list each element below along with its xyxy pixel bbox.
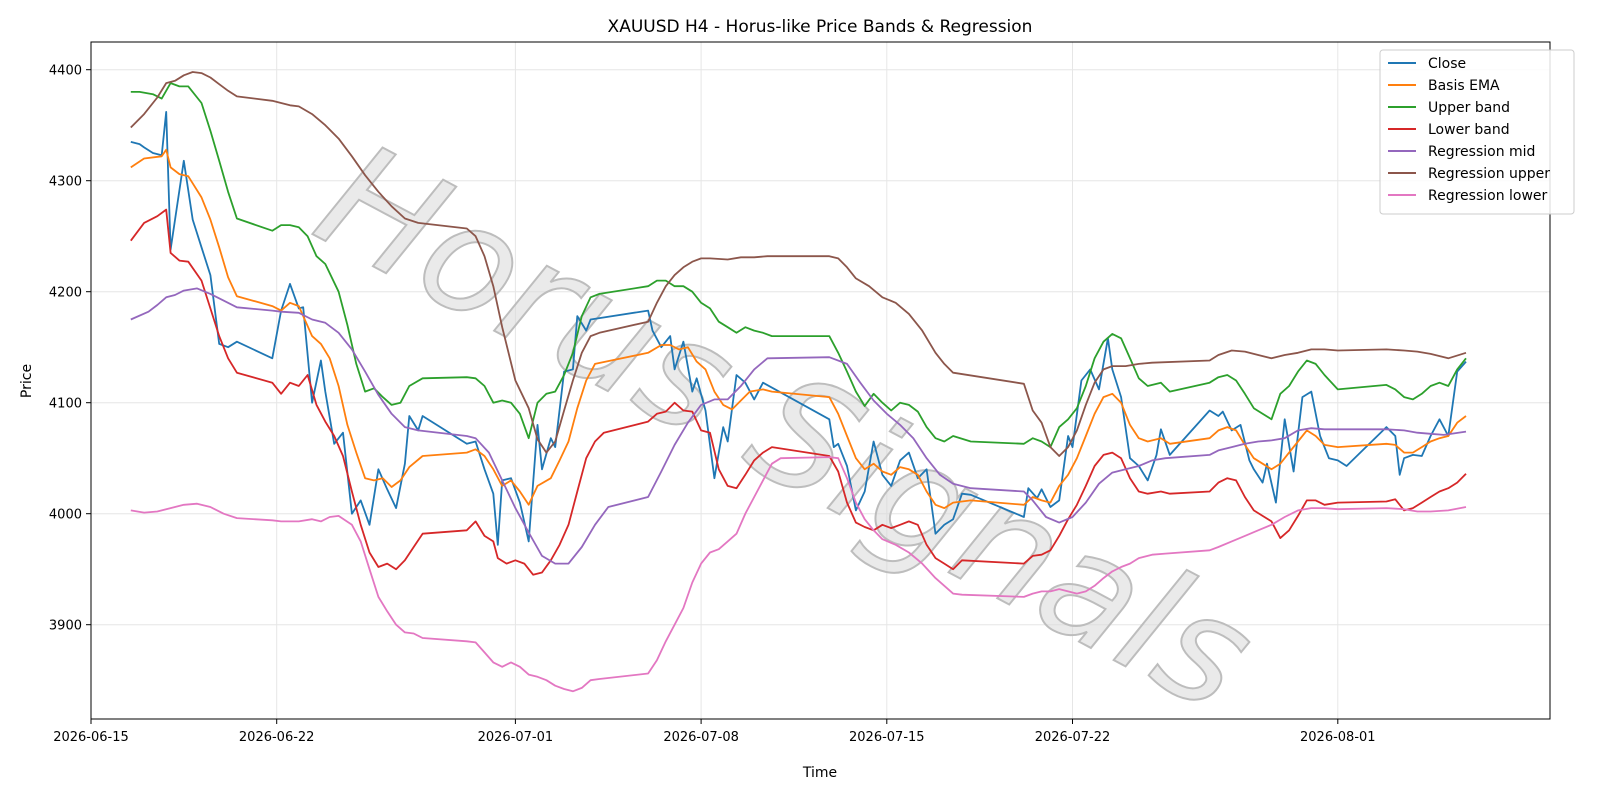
y-tick-label: 3900	[49, 619, 82, 634]
x-tick-label: 2026-06-15	[53, 730, 129, 745]
x-tick-label: 2026-07-08	[663, 730, 739, 745]
series-lines	[130, 71, 1467, 693]
legend-label: Basis EMA	[1428, 78, 1500, 94]
plot-frame	[90, 41, 1551, 720]
legend-label: Upper band	[1428, 100, 1510, 116]
legend-label: Lower band	[1428, 122, 1510, 138]
y-tick-label: 4300	[49, 175, 82, 190]
legend-label: Regression mid	[1428, 144, 1535, 160]
y-axis-ticks: 3900 4000 4100 4200 4300 4400	[49, 64, 91, 634]
y-tick-label: 4200	[49, 286, 82, 301]
legend-label: Close	[1428, 56, 1466, 72]
x-axis-label: Time	[802, 765, 837, 781]
x-tick-label: 2026-07-15	[849, 730, 925, 745]
x-tick-label: 2026-07-22	[1035, 730, 1111, 745]
series-line-regression-upper	[130, 71, 1467, 457]
series-line-regression-mid	[130, 287, 1467, 565]
legend-label: Regression lower	[1428, 188, 1548, 204]
x-tick-label: 2026-08-01	[1300, 730, 1376, 745]
series-line-upper-band	[130, 82, 1467, 449]
x-axis-ticks: 2026-06-15 2026-06-22 2026-07-01 2026-07-08…	[53, 719, 1376, 745]
y-axis-label: Price	[19, 364, 35, 398]
legend-box	[1379, 49, 1575, 215]
series-line-basis-ema	[130, 148, 1467, 510]
y-tick-label: 4000	[49, 508, 82, 523]
y-tick-label: 4400	[49, 64, 82, 79]
chart-title: XAUUSD H4 - Horus-like Price Bands & Reg…	[608, 17, 1033, 37]
x-tick-label: 2026-06-22	[239, 730, 315, 745]
series-line-regression-lower	[130, 456, 1467, 693]
x-tick-label: 2026-07-01	[478, 730, 554, 745]
series-line-close	[130, 111, 1467, 546]
legend-label: Regression upper	[1428, 166, 1550, 182]
y-tick-label: 4100	[49, 397, 82, 412]
legend: Close Basis EMA Upper band Lower band Regres…	[1379, 49, 1575, 215]
series-line-lower-band	[130, 208, 1467, 576]
